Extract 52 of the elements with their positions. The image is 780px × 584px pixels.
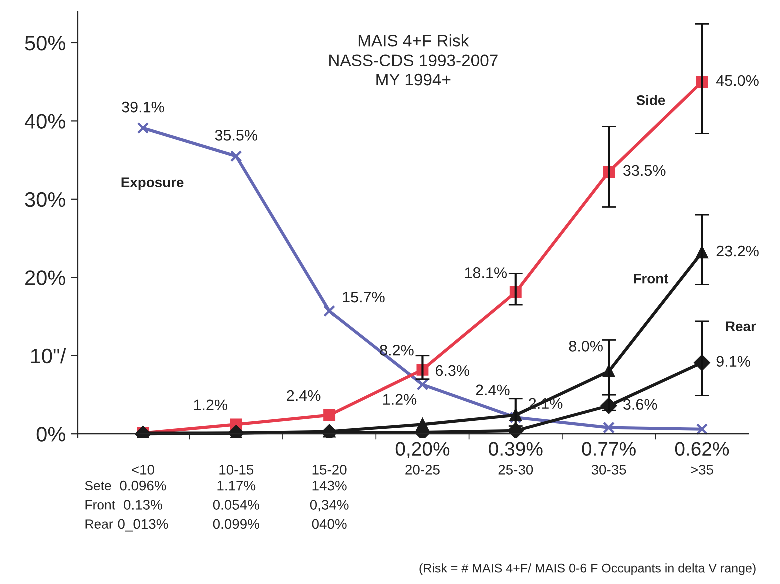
data-label: 18.1% [465, 268, 508, 278]
text: Sete [85, 481, 112, 491]
data-label: 45.0% [716, 75, 759, 86]
text: 0_013% [118, 519, 168, 532]
data-label: 3.6% [624, 399, 658, 410]
text: Rear [726, 322, 756, 332]
data-label: 35.5% [215, 130, 258, 141]
x-tick-label: 10-15 [220, 465, 254, 475]
data-label: 23.2% [716, 246, 759, 257]
data-label: 9.1% [716, 356, 750, 368]
data-label: 1.2% [194, 400, 228, 411]
data-label: 8.2% [380, 344, 414, 356]
series-label: Front [634, 274, 669, 284]
text: 0.099% [213, 519, 260, 530]
x-tick-label: <10 [132, 465, 154, 475]
text: Exposure [122, 178, 184, 190]
text: 0.054% [213, 500, 260, 510]
x-tick-label: 25-30 [498, 465, 534, 475]
text: 1.17% [218, 480, 256, 491]
text: 040% [312, 519, 347, 530]
text: 0.77% [582, 442, 636, 456]
x-tick-label: 15-20 [312, 465, 347, 475]
x-tick-label: >35 [691, 465, 714, 475]
y-tick-label: 0% [36, 427, 66, 442]
data-label: 8.0% [569, 341, 603, 352]
series-label: Side [636, 95, 666, 106]
text: Rear [86, 520, 114, 529]
data-label: 15.7% [343, 292, 385, 303]
data-label: 2.4% [476, 384, 510, 396]
text: MAIS 4+F Risk [358, 34, 470, 47]
text: NASS-CDS 1993-2007 MY 1994+ [330, 54, 498, 86]
text: 0,20% [396, 442, 450, 458]
text: 0.13% [124, 500, 162, 510]
y-tick-label: 50% [25, 36, 66, 51]
data-label: 2.4% [287, 390, 321, 402]
x-tick-label: 20-25 [406, 465, 440, 475]
y-tick-label: 30% [25, 192, 66, 208]
y-tick-label: 40% [24, 114, 66, 129]
text: 143% [312, 480, 347, 491]
text: 0.39% [489, 442, 543, 456]
text: 0.096% [120, 480, 166, 491]
data-label: 6.3% [436, 365, 470, 376]
data-label: 33.5% [624, 165, 666, 176]
text: Front [86, 500, 116, 510]
text: 0,34% [310, 500, 349, 512]
text: 0.62% [675, 442, 730, 456]
data-label: 39.1% [122, 102, 164, 113]
text: (Risk = # MAIS 4+F/ MAIS 0-6 F Occupants in delta V range) [420, 564, 756, 576]
data-label: 1.2% [384, 394, 417, 405]
y-tick-label: 10"/ [31, 348, 66, 364]
y-tick-label: 20% [26, 270, 66, 286]
x-tick-label: 30-35 [592, 465, 626, 475]
